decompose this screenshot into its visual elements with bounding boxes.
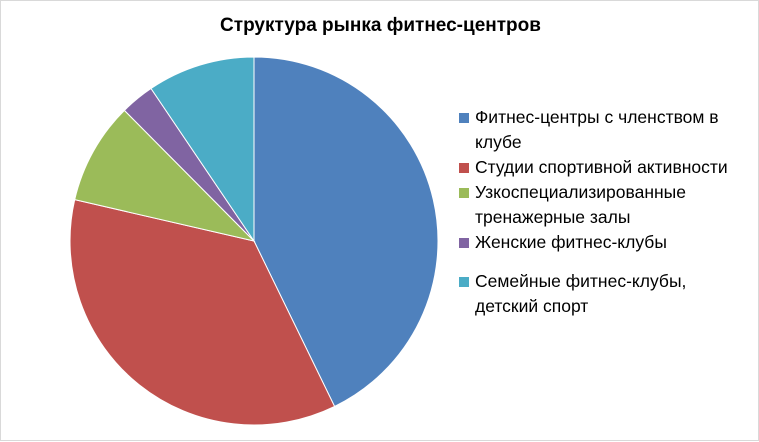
legend-label-women: Женские фитнес-клубы: [475, 232, 667, 252]
legend-label-membership: Фитнес-центры с членством в клубе: [475, 107, 719, 152]
pie-slice-specialized: [74, 109, 256, 242]
pie-slices: [69, 56, 439, 426]
legend-swatch-specialized: [459, 188, 469, 198]
legend-swatch-membership: [459, 113, 469, 123]
legend-label-specialized: Узкоспециализированные тренажерные залы: [475, 182, 686, 227]
legend-item-specialized: Узкоспециализированные тренажерные залы: [459, 180, 754, 230]
pie-slice-family: [150, 56, 255, 243]
legend-item-membership: Фитнес-центры с членством в клубе: [459, 105, 754, 155]
legend-swatch-studios: [459, 163, 469, 173]
pie-slice-studios: [69, 199, 336, 426]
legend-label-family: Семейные фитнес-клубы, детский спорт: [475, 271, 687, 316]
legend: Фитнес-центры с членством в клубе Студии…: [459, 105, 754, 319]
legend-label-studios: Студии спортивной активности: [475, 157, 728, 177]
chart-title: Структура рынка фитнес-центров: [220, 15, 541, 36]
legend-swatch-women: [459, 238, 469, 248]
legend-item-studios: Студии спортивной активности: [459, 155, 754, 180]
legend-swatch-family: [459, 277, 469, 287]
pie-slice-membership: [253, 56, 439, 408]
legend-item-family: Семейные фитнес-клубы, детский спорт: [459, 269, 754, 319]
legend-item-women: Женские фитнес-клубы: [459, 230, 754, 255]
